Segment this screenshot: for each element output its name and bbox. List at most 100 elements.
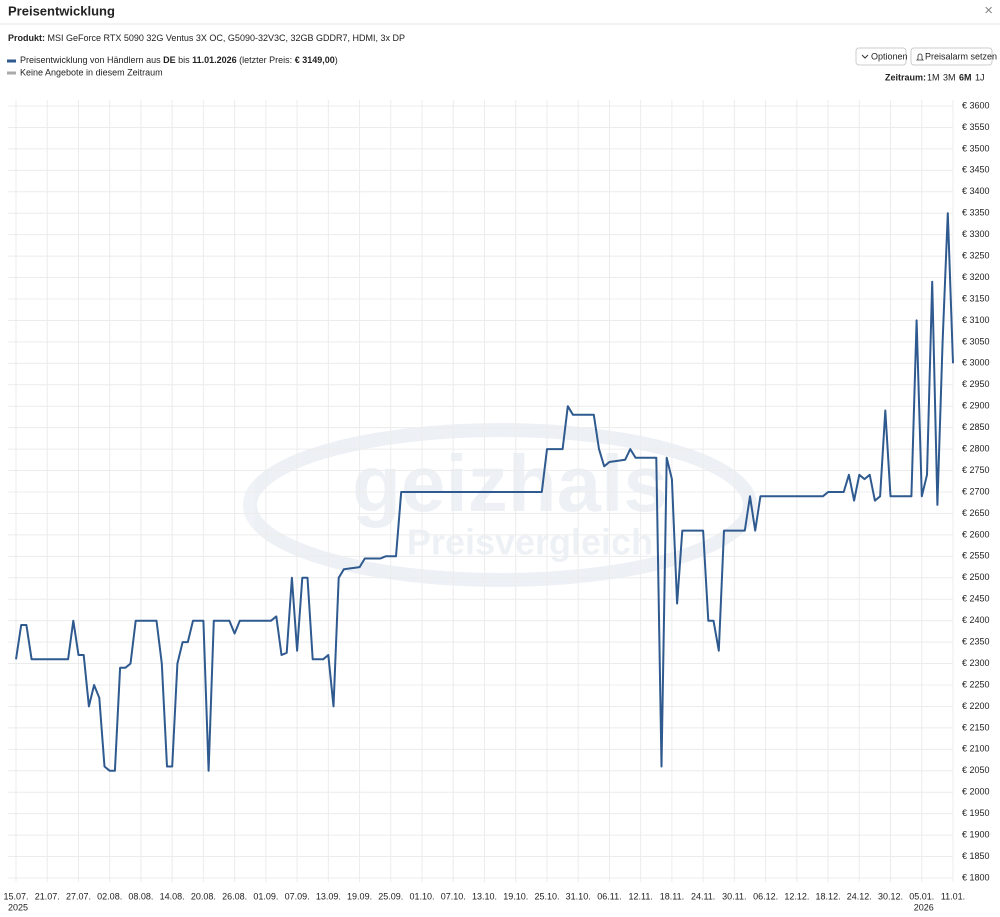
legend-part: € 3149,00 [295, 55, 335, 65]
options-label[interactable]: Optionen [871, 51, 908, 61]
y-tick-label: € 2550 [962, 551, 990, 561]
x-tick-label: 27.07. [66, 891, 91, 901]
legend-no-offers: Keine Angebote in diesem Zeitraum [20, 67, 163, 77]
y-tick-label: € 3200 [962, 272, 990, 282]
y-tick-label: € 2050 [962, 765, 990, 775]
y-tick-label: € 3300 [962, 229, 990, 239]
y-tick-label: € 2500 [962, 572, 990, 582]
y-tick-label: € 3000 [962, 358, 990, 368]
x-tick-label: 13.09. [316, 891, 341, 901]
x-tick-label: 13.10. [472, 891, 497, 901]
y-tick-label: € 1800 [962, 872, 990, 882]
x-tick-label: 06.12. [753, 891, 778, 901]
x-tick-label: 08.08. [128, 891, 153, 901]
legend-part: Preisentwicklung von Händlern aus [20, 55, 163, 65]
y-tick-label: € 1900 [962, 829, 990, 839]
y-tick-label: € 3350 [962, 208, 990, 218]
x-tick-label: 25.09. [378, 891, 403, 901]
y-tick-label: € 2450 [962, 594, 990, 604]
x-tick-label: 15.07. [3, 891, 28, 901]
alarm-button[interactable] [910, 47, 993, 66]
x-tick-label: 14.08. [160, 891, 185, 901]
title: Preisentwicklung [8, 3, 115, 18]
watermark-ring [243, 423, 757, 587]
x-tick-label: 07.09. [285, 891, 310, 901]
x-tick-label: 20.08. [191, 891, 216, 901]
y-tick-label: € 2000 [962, 787, 990, 797]
y-tick-label: € 3150 [962, 293, 990, 303]
y-tick-label: € 2200 [962, 701, 990, 711]
x-tick-label: 24.11. [691, 891, 715, 901]
product-label: Produkt: [8, 33, 45, 43]
x-tick-label: 19.10. [503, 891, 528, 901]
legend-part: ) [335, 55, 338, 65]
alarm-label[interactable]: Preisalarm setzen [925, 51, 997, 61]
y-tick-label: € 3250 [962, 250, 990, 260]
x-tick-label: 25.10. [534, 891, 559, 901]
x-tick-label: 30.12. [878, 891, 903, 901]
range-button[interactable]: 3M [943, 72, 956, 82]
y-tick-label: € 2300 [962, 658, 990, 668]
x-tick-label: 01.09. [253, 891, 278, 901]
range-button[interactable]: 1J [975, 72, 985, 82]
x-tick-label: 24.12. [847, 891, 872, 901]
y-tick-label: € 3400 [962, 186, 990, 196]
y-tick-label: € 1950 [962, 808, 990, 818]
bell-icon [916, 53, 924, 61]
y-tick-label: € 3500 [962, 143, 990, 153]
x-tick-label: 01.10. [410, 891, 435, 901]
legend-text: Preisentwicklung von Händlern aus DE bis… [20, 55, 338, 65]
x-tick-label: 02.08. [97, 891, 122, 901]
x-year-label: 2025 [8, 902, 28, 912]
range-button[interactable]: 1M [927, 72, 940, 82]
price-line [15, 212, 954, 772]
x-tick-label: 06.11. [597, 891, 621, 901]
legend-part: bis [176, 55, 193, 65]
x-tick-label: 30.11. [722, 891, 746, 901]
y-tick-label: € 2150 [962, 722, 990, 732]
legend-part: 11.01.2026 [192, 55, 237, 65]
y-tick-label: € 2750 [962, 465, 990, 475]
y-tick-label: € 3550 [962, 122, 990, 132]
y-tick-label: € 2400 [962, 615, 990, 625]
x-tick-label: 19.09. [347, 891, 372, 901]
x-tick-label: 21.07. [35, 891, 60, 901]
legend-part: (letzter Preis: [237, 55, 295, 65]
x-tick-label: 12.11. [628, 891, 652, 901]
y-tick-label: € 3050 [962, 336, 990, 346]
y-tick-label: € 1850 [962, 851, 990, 861]
y-tick-label: € 3600 [962, 100, 990, 110]
y-tick-label: € 2900 [962, 401, 990, 411]
x-tick-label: 05.01. [909, 891, 934, 901]
y-tick-label: € 3100 [962, 315, 990, 325]
x-tick-label: 07.10. [441, 891, 466, 901]
x-tick-label: 11.01. [941, 891, 965, 901]
range-label: Zeitraum: [885, 72, 926, 82]
y-tick-label: € 2700 [962, 486, 990, 496]
x-tick-label: 12.12. [784, 891, 809, 901]
close-button[interactable]: × [984, 2, 993, 19]
y-tick-label: € 3450 [962, 165, 990, 175]
range-button[interactable]: 6M [959, 72, 972, 82]
x-tick-label: 31.10. [566, 891, 591, 901]
x-year-label: 2026 [914, 902, 934, 912]
product-line: Produkt: MSI GeForce RTX 5090 32G Ventus… [8, 33, 405, 43]
watermark-tagline: Preisvergleich [407, 522, 653, 563]
x-tick-label: 18.11. [660, 891, 684, 901]
y-tick-label: € 2800 [962, 443, 990, 453]
y-tick-label: € 2250 [962, 679, 990, 689]
y-tick-label: € 2600 [962, 529, 990, 539]
y-tick-label: € 2950 [962, 379, 990, 389]
legend-part: DE [163, 55, 176, 65]
chevron-icon [861, 54, 869, 59]
y-tick-label: € 2100 [962, 744, 990, 754]
y-tick-label: € 2850 [962, 422, 990, 432]
x-tick-label: 18.12. [816, 891, 841, 901]
product-text: MSI GeForce RTX 5090 32G Ventus 3X OC, G… [48, 33, 405, 43]
y-tick-label: € 2350 [962, 636, 990, 646]
y-tick-label: € 2650 [962, 508, 990, 518]
options-button[interactable] [855, 47, 907, 66]
x-tick-label: 26.08. [222, 891, 247, 901]
